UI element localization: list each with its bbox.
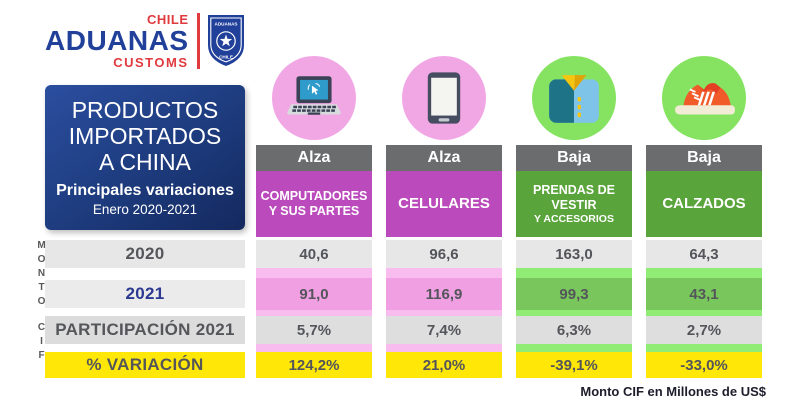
title-subtitle: Principales variaciones: [56, 181, 234, 199]
value-2021: 43,1: [646, 278, 762, 310]
title-line-1: PRODUCTOS: [71, 97, 219, 124]
category-name-line: CALZADOS: [662, 195, 746, 213]
title-line-3: A CHINA: [98, 148, 192, 175]
value-variacion: -33,0%: [646, 352, 762, 378]
smartphone-icon-circle: [402, 56, 486, 140]
row-label-2020: 2020: [45, 240, 245, 268]
title-box: PRODUCTOS IMPORTADOS A CHINA Principales…: [45, 85, 245, 230]
value-variacion: -39,1%: [516, 352, 632, 378]
shirt-icon-circle: [532, 56, 616, 140]
category-name-line: Y SUS PARTES: [268, 204, 360, 218]
trend-badge: Alza: [256, 145, 372, 171]
divider: [646, 268, 762, 278]
category-header: PRENDAS DE VESTIR Y ACCESORIOS: [516, 171, 632, 237]
value-2021: 116,9: [386, 278, 502, 310]
value-participacion: 5,7%: [256, 316, 372, 344]
laptop-icon-circle: [272, 56, 356, 140]
trend-label: Alza: [297, 149, 331, 166]
divider: [516, 237, 632, 240]
divider: [516, 310, 632, 316]
trend-label: Alza: [427, 149, 461, 166]
category-header: CELULARES: [386, 171, 502, 237]
divider: [256, 310, 372, 316]
value-2020: 163,0: [516, 240, 632, 268]
axis-word-cif: CIF: [36, 322, 47, 364]
category-header: COMPUTADORES Y SUS PARTES: [256, 171, 372, 237]
axis-word-monto: MONTO: [36, 240, 47, 310]
value-2020: 40,6: [256, 240, 372, 268]
logo-country-label: CHILE: [147, 12, 189, 27]
value-variacion: 124,2%: [256, 352, 372, 378]
row-label-participacion: PARTICIPACIÓN 2021: [45, 316, 245, 344]
category-name-line: Y ACCESORIOS: [534, 212, 614, 225]
trend-badge: Baja: [646, 145, 762, 171]
title-period: Enero 2020-2021: [92, 201, 198, 217]
column-calzados: Baja CALZADOS 64,3 43,1 2,7% -33,0%: [646, 145, 762, 378]
trend-badge: Baja: [516, 145, 632, 171]
value-2020: 64,3: [646, 240, 762, 268]
category-header: CALZADOS: [646, 171, 762, 237]
divider: [646, 344, 762, 352]
value-2021: 91,0: [256, 278, 372, 310]
value-participacion: 7,4%: [386, 316, 502, 344]
divider: [646, 310, 762, 316]
divider: [516, 344, 632, 352]
category-name-line: CELULARES: [398, 195, 490, 213]
logo-name-label: ADUANAS: [45, 25, 189, 56]
trend-label: Baja: [687, 149, 721, 166]
logo-subtitle-label: CUSTOMS: [113, 55, 189, 70]
category-name-line: VESTIR: [551, 197, 597, 212]
logo-wordmark: CHILE ADUANAS CUSTOMS: [45, 13, 189, 69]
divider: [386, 344, 502, 352]
smartphone-icon: [427, 72, 461, 124]
value-participacion: 6,3%: [516, 316, 632, 344]
sneaker-icon: [675, 83, 735, 115]
divider: [256, 237, 372, 240]
row-label-2021: 2021: [45, 280, 245, 308]
footnote: Monto CIF en Millones de US$: [580, 384, 766, 399]
monto-cif-axis-label: MONTO CIF: [36, 240, 47, 364]
category-name-line: PRENDAS DE: [533, 183, 615, 198]
column-computadores: Alza COMPUTADORES Y SUS PARTES 40,6 91,0…: [256, 145, 372, 378]
logo-divider: [196, 13, 200, 69]
sneaker-icon-circle: [662, 56, 746, 140]
trend-badge: Alza: [386, 145, 502, 171]
column-prendas-de-vestir: Baja PRENDAS DE VESTIR Y ACCESORIOS 163,…: [516, 145, 632, 378]
row-label-variacion: % VARIACIÓN: [45, 352, 245, 378]
aduanas-badge-icon: ADUANAS CHILE: [207, 15, 244, 66]
title-line-2: IMPORTADOS: [68, 123, 222, 150]
divider: [516, 268, 632, 278]
category-name-line: COMPUTADORES: [260, 189, 368, 204]
value-participacion: 2,7%: [646, 316, 762, 344]
shirt-icon: [549, 75, 599, 123]
divider: [386, 310, 502, 316]
aduanas-logo: CHILE ADUANAS CUSTOMS ADUANAS CHILE: [45, 13, 246, 69]
badge-bottom-label: CHILE: [219, 55, 233, 60]
badge-top-label: ADUANAS: [214, 22, 237, 27]
divider: [386, 268, 502, 278]
divider: [256, 344, 372, 352]
divider: [256, 268, 372, 278]
divider: [646, 237, 762, 240]
laptop-icon: [287, 76, 341, 115]
divider: [386, 237, 502, 240]
trend-label: Baja: [557, 149, 591, 166]
value-variacion: 21,0%: [386, 352, 502, 378]
value-2021: 99,3: [516, 278, 632, 310]
column-celulares: Alza CELULARES 96,6 116,9 7,4% 21,0%: [386, 145, 502, 378]
value-2020: 96,6: [386, 240, 502, 268]
